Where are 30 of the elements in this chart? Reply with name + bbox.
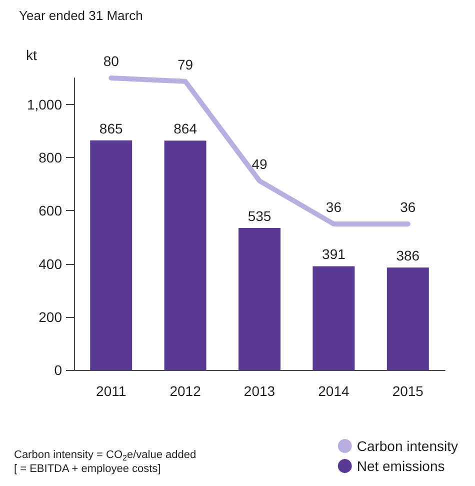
data-label: 49 [252,156,268,172]
data-label: 386 [396,248,420,264]
bar [164,140,206,370]
y-tick-label: 200 [38,308,62,325]
data-label: 864 [174,120,198,137]
x-tick-label: 2013 [244,383,276,399]
bar [386,268,429,370]
data-label: 865 [99,120,123,136]
legend-label: Net emissions [356,458,445,474]
data-label: 391 [322,246,346,262]
x-tick-label: 2015 [392,383,424,399]
data-label: 79 [178,56,194,72]
x-tick-label: 2014 [318,383,350,399]
data-label: 80 [103,53,120,69]
data-label: 535 [248,208,272,224]
bar [90,140,132,370]
x-tick-label: 2011 [96,383,126,399]
y-tick-label: 0 [54,362,62,378]
bar [238,228,280,370]
y-tick-label: 1,000 [26,96,62,113]
x-tick-label: 2012 [170,383,202,399]
y-tick-label: 600 [38,202,62,219]
legend-label: Carbon intensity [356,438,458,454]
data-label: 36 [326,199,342,215]
data-label: 36 [400,199,416,215]
y-tick-label: 400 [38,256,62,272]
y-axis-title: kt [26,47,37,63]
chart-title: Year ended 31 March [19,8,143,23]
bar [312,266,355,370]
y-tick-label: 800 [38,150,62,166]
